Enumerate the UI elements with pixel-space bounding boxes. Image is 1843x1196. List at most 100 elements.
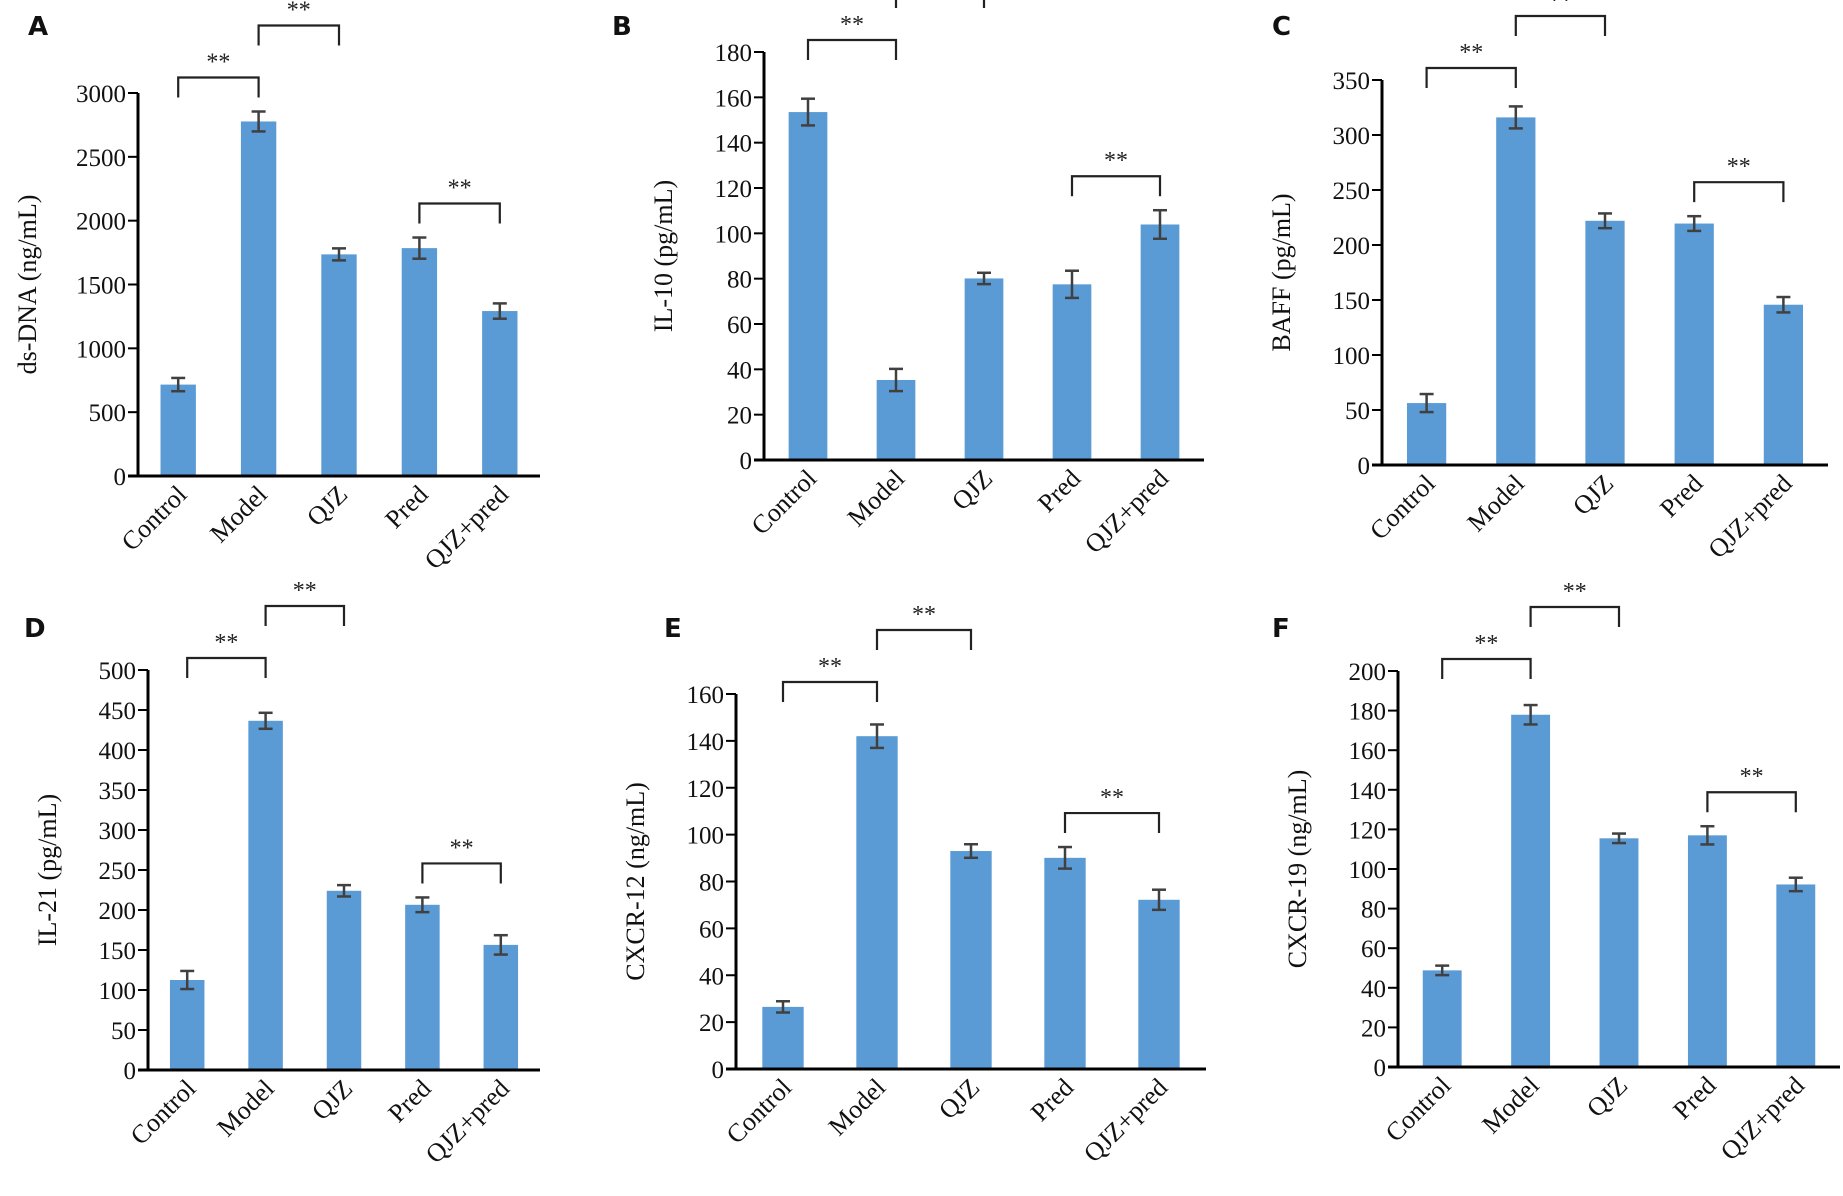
bar-qjz <box>964 278 1004 459</box>
x-tick-label: Model <box>1462 469 1531 538</box>
significance-label: ** <box>1104 148 1128 174</box>
y-axis-label: IL-10 (pg/mL) <box>649 180 678 332</box>
panel-label: C <box>1272 12 1292 42</box>
x-tick-label: QJZ+pred <box>1702 469 1797 564</box>
error-bar <box>801 97 815 127</box>
y-tick-label: 50 <box>1345 398 1370 425</box>
significance-label: ** <box>1548 0 1572 14</box>
y-tick-label: 60 <box>727 312 752 339</box>
error-bar <box>337 883 351 898</box>
significance-label: ** <box>912 602 936 628</box>
y-tick-label: 40 <box>1361 976 1386 1003</box>
panel-label: D <box>24 614 46 644</box>
significance-label: ** <box>1474 631 1498 657</box>
error-bar <box>870 723 884 750</box>
error-bar <box>1419 392 1434 414</box>
panel-b: B 0 20 40 60 80 100 120 140 160 180 IL-10 (pg/mL) C… <box>612 0 1228 598</box>
bracket-line <box>264 604 346 626</box>
y-tick-label: 140 <box>1349 778 1387 805</box>
significance-label: ** <box>1740 764 1764 790</box>
y-tick-label: 20 <box>727 403 752 430</box>
y-tick-label: 120 <box>1349 817 1387 844</box>
bar-qjz-pred <box>1776 884 1816 1066</box>
error-bar <box>1598 212 1612 230</box>
y-tick-label: 80 <box>727 267 752 294</box>
significance-bracket: ** <box>1529 579 1621 627</box>
bar-control <box>788 112 828 459</box>
y-tick-label: 40 <box>727 357 752 384</box>
bracket-line <box>421 862 502 884</box>
bar-qjz-pred <box>1138 899 1180 1068</box>
x-tick-label: Pred <box>1654 469 1708 523</box>
bracket-line <box>418 202 501 224</box>
significance-label: ** <box>1459 40 1483 66</box>
x-tick-label: Pred <box>382 1074 436 1128</box>
panel-e: E 0 20 40 60 80 100 120 140 160 CXCR-12 (ng/mL) Co… <box>614 598 1228 1196</box>
panel-label: A <box>28 12 49 42</box>
x-tick-label: Model <box>1476 1071 1545 1140</box>
error-bar <box>1508 105 1523 130</box>
bar-model <box>856 736 898 1068</box>
significance-bracket: ** <box>1514 0 1607 36</box>
bracket-line <box>1441 657 1532 679</box>
y-tick-label: 150 <box>1333 288 1371 315</box>
significance-bracket: ** <box>257 0 341 46</box>
x-tick-label: Control <box>1364 469 1441 546</box>
bracket-line <box>1693 181 1785 203</box>
significance-label: ** <box>450 835 474 861</box>
x-tick-label: Control <box>1380 1071 1457 1148</box>
y-axis-label: CXCR-19 (ng/mL) <box>1283 770 1312 969</box>
x-tick-label: QJZ <box>946 464 998 516</box>
y-tick-label: 3000 <box>76 81 126 108</box>
x-tick-label: Pred <box>1025 1073 1079 1127</box>
y-tick-label: 400 <box>99 738 137 765</box>
significance-bracket: ** <box>875 602 973 650</box>
bar-control <box>1422 970 1462 1066</box>
significance-bracket: ** <box>421 835 502 884</box>
x-tick-label: Control <box>746 464 823 541</box>
y-tick-label: 50 <box>111 1018 136 1045</box>
bar-qjz <box>1585 220 1625 464</box>
y-tick-label: 200 <box>1349 659 1387 686</box>
y-tick-label: 100 <box>99 978 137 1005</box>
y-axis-label: IL-21 (pg/mL) <box>33 794 62 946</box>
error-bar <box>1687 214 1702 233</box>
significance-bracket: ** <box>264 578 346 626</box>
bar-qjz-pred <box>1140 224 1180 459</box>
y-tick-label: 60 <box>1361 936 1386 963</box>
x-tick-label: Model <box>823 1073 892 1142</box>
bar-chart-cxcr-12: 0 20 40 60 80 100 120 140 160 CXCR-12 (ng/mL) Cont… <box>621 602 1206 1168</box>
y-tick-label: 450 <box>99 698 137 725</box>
error-bar <box>258 711 273 731</box>
y-tick-label: 20 <box>1361 1015 1386 1042</box>
error-bar <box>415 896 430 914</box>
error-bar <box>1612 832 1626 845</box>
bar-model <box>1496 117 1536 464</box>
y-tick-label: 160 <box>1349 738 1387 765</box>
y-tick-label: 500 <box>99 658 137 685</box>
x-tick-label: QJZ <box>306 1074 358 1126</box>
x-tick-label: Model <box>204 480 273 549</box>
significance-bracket: ** <box>1063 785 1161 834</box>
y-tick-label: 100 <box>1333 343 1371 370</box>
bracket-line <box>1529 605 1621 627</box>
error-bar <box>889 367 903 393</box>
y-tick-label: 140 <box>715 131 753 158</box>
panel-label: F <box>1272 614 1290 644</box>
y-tick-label: 160 <box>687 682 725 709</box>
y-tick-label: 100 <box>715 221 753 248</box>
x-tick-label: QJZ+pred <box>1079 464 1174 559</box>
significance-bracket: ** <box>1693 154 1785 203</box>
error-bar <box>1152 888 1166 912</box>
error-bar <box>1065 269 1079 300</box>
y-tick-label: 300 <box>1333 123 1371 150</box>
x-tick-label: Pred <box>1667 1071 1721 1125</box>
bar-model <box>240 121 277 475</box>
x-tick-label: QJZ+pred <box>1715 1071 1810 1166</box>
y-tick-label: 80 <box>699 870 724 897</box>
y-tick-label: 250 <box>99 858 137 885</box>
y-tick-label: 350 <box>99 778 137 805</box>
y-tick-label: 2500 <box>76 145 126 172</box>
bar-chart-cxcr-19: 0 20 40 60 80 100 120 140 160 180 200 CXCR-19 (ng/m… <box>1283 579 1840 1166</box>
panel-label: B <box>612 12 632 42</box>
